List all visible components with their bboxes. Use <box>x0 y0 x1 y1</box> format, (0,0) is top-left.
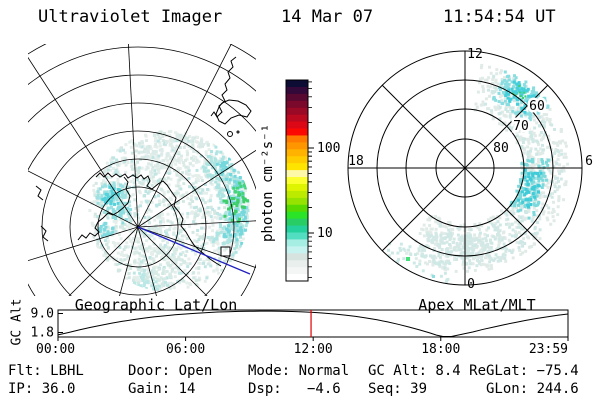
status-glat: GLat: −75.4 <box>486 363 579 379</box>
colorbar: 100 10 <box>285 79 340 282</box>
svg-text:70: 70 <box>513 119 529 134</box>
svg-text:00:00: 00:00 <box>36 342 75 357</box>
colorbar-units-label: photon cm⁻²s⁻¹ <box>260 123 276 243</box>
svg-text:1.8: 1.8 <box>31 326 54 341</box>
svg-text:12: 12 <box>467 47 483 62</box>
status-dsp: Dsp: −4.6 <box>248 381 341 397</box>
status-glon: GLon: 244.6 <box>486 381 579 397</box>
svg-text:9.0: 9.0 <box>31 307 54 322</box>
geographic-aurora-speckles <box>88 130 250 292</box>
status-flt: Flt: LBHL <box>8 363 84 379</box>
satellite-track-line <box>137 226 251 275</box>
svg-text:18: 18 <box>348 154 364 169</box>
svg-text:23:59: 23:59 <box>529 342 568 357</box>
time-readout: 11:54:54 UT <box>443 7 556 27</box>
svg-text:6: 6 <box>585 154 593 169</box>
polar-aurora-speckles <box>387 63 570 284</box>
date-readout: 14 Mar 07 <box>281 7 374 27</box>
instrument-title: Ultraviolet Imager <box>38 7 223 27</box>
svg-text:0: 0 <box>467 277 475 292</box>
svg-text:18:00: 18:00 <box>421 342 460 357</box>
svg-text:12:00: 12:00 <box>294 342 333 357</box>
status-gain: Gain: 14 <box>128 381 196 397</box>
left-panel-label: Geographic Lat/Lon <box>74 296 238 314</box>
gc-alt-curve <box>57 310 568 337</box>
svg-text:100: 100 <box>317 141 340 156</box>
svg-text:80: 80 <box>493 141 509 156</box>
svg-text:10: 10 <box>317 226 333 241</box>
right-panel-label: Apex MLat/MLT <box>418 296 536 314</box>
gc-alt-timeline: 9.0 1.800:00 06:00 12:00 18:00 23:59 <box>31 307 569 357</box>
status-seq: Seq: 39 <box>368 381 428 397</box>
svg-text:60: 60 <box>529 99 545 114</box>
status-mode: Mode: Normal <box>248 363 350 379</box>
status-door: Door: Open <box>128 363 213 379</box>
coastlines <box>35 56 252 267</box>
status-ip: IP: 36.0 <box>8 381 76 397</box>
status-gc-alt: GC Alt: 8.4 Re <box>368 363 487 379</box>
svg-text:06:00: 06:00 <box>166 342 205 357</box>
polar-grid <box>347 50 583 286</box>
timeline-y-axis-label: GC Alt <box>9 298 25 346</box>
